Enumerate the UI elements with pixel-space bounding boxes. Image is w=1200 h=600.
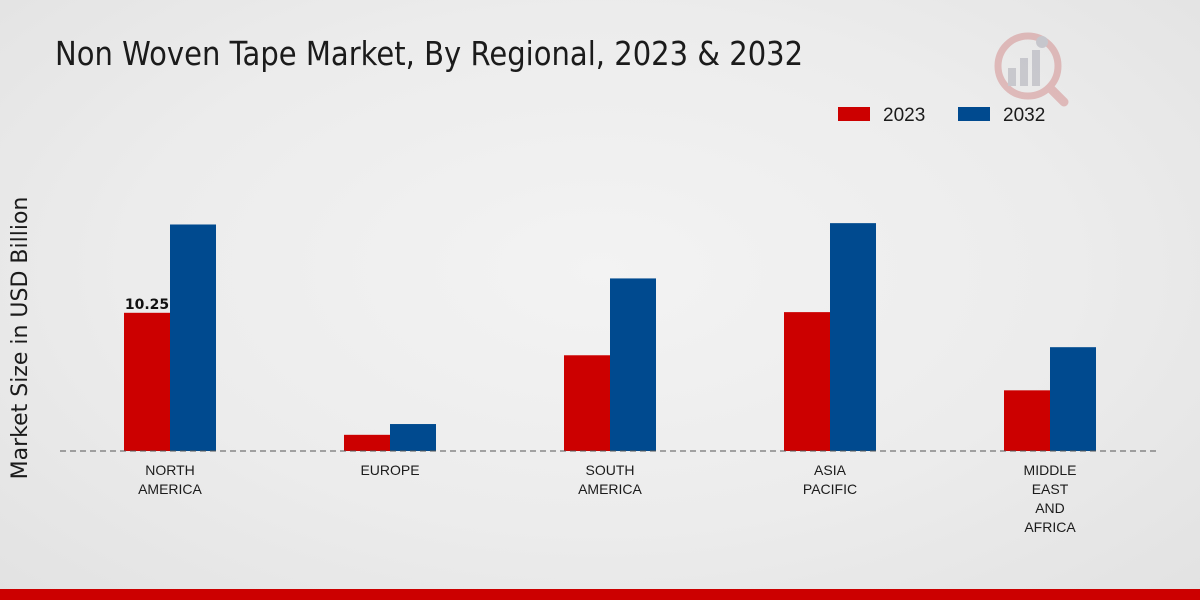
chart-title: Non Woven Tape Market, By Regional, 2023…: [55, 34, 804, 73]
bar-2023-3: [784, 312, 830, 451]
legend-label-2032: 2032: [1003, 105, 1045, 126]
x-tick-label-1: EUROPE: [360, 462, 419, 478]
bar-2032-1: [390, 424, 436, 451]
x-tick-label-0: NORTH AMERICA: [138, 462, 202, 497]
bottom-accent-bar: [0, 589, 1200, 600]
bar-2032-2: [610, 278, 656, 451]
bar-2023-2: [564, 355, 610, 451]
x-tick-labels: NORTH AMERICA EUROPE SOUTH AMERICA ASIA PACIFI…: [138, 462, 1076, 535]
watermark-logo-icon: [994, 32, 1069, 107]
bar-2023-1: [344, 434, 390, 451]
data-labels: 10.25: [125, 297, 169, 313]
y-axis-label: Market Size in USD Billion: [8, 197, 33, 480]
legend-label-2023: 2023: [883, 105, 925, 126]
data-label-0: 10.25: [125, 297, 169, 313]
bar-2023-0: [124, 312, 170, 451]
bar-2032-4: [1050, 347, 1096, 451]
legend-swatch-2032: [958, 107, 990, 121]
bar-2032-0: [170, 224, 216, 451]
legend-swatch-2023: [838, 107, 870, 121]
x-tick-label-4: MIDDLE EAST AND AFRICA: [1024, 462, 1077, 535]
bar-2032-3: [830, 223, 876, 451]
x-tick-label-2: SOUTH AMERICA: [578, 462, 642, 497]
bars: [124, 223, 1096, 451]
legend: 2023 2032: [838, 105, 1045, 126]
x-tick-label-3: ASIA PACIFIC: [803, 462, 857, 497]
bar-2023-4: [1004, 390, 1050, 451]
